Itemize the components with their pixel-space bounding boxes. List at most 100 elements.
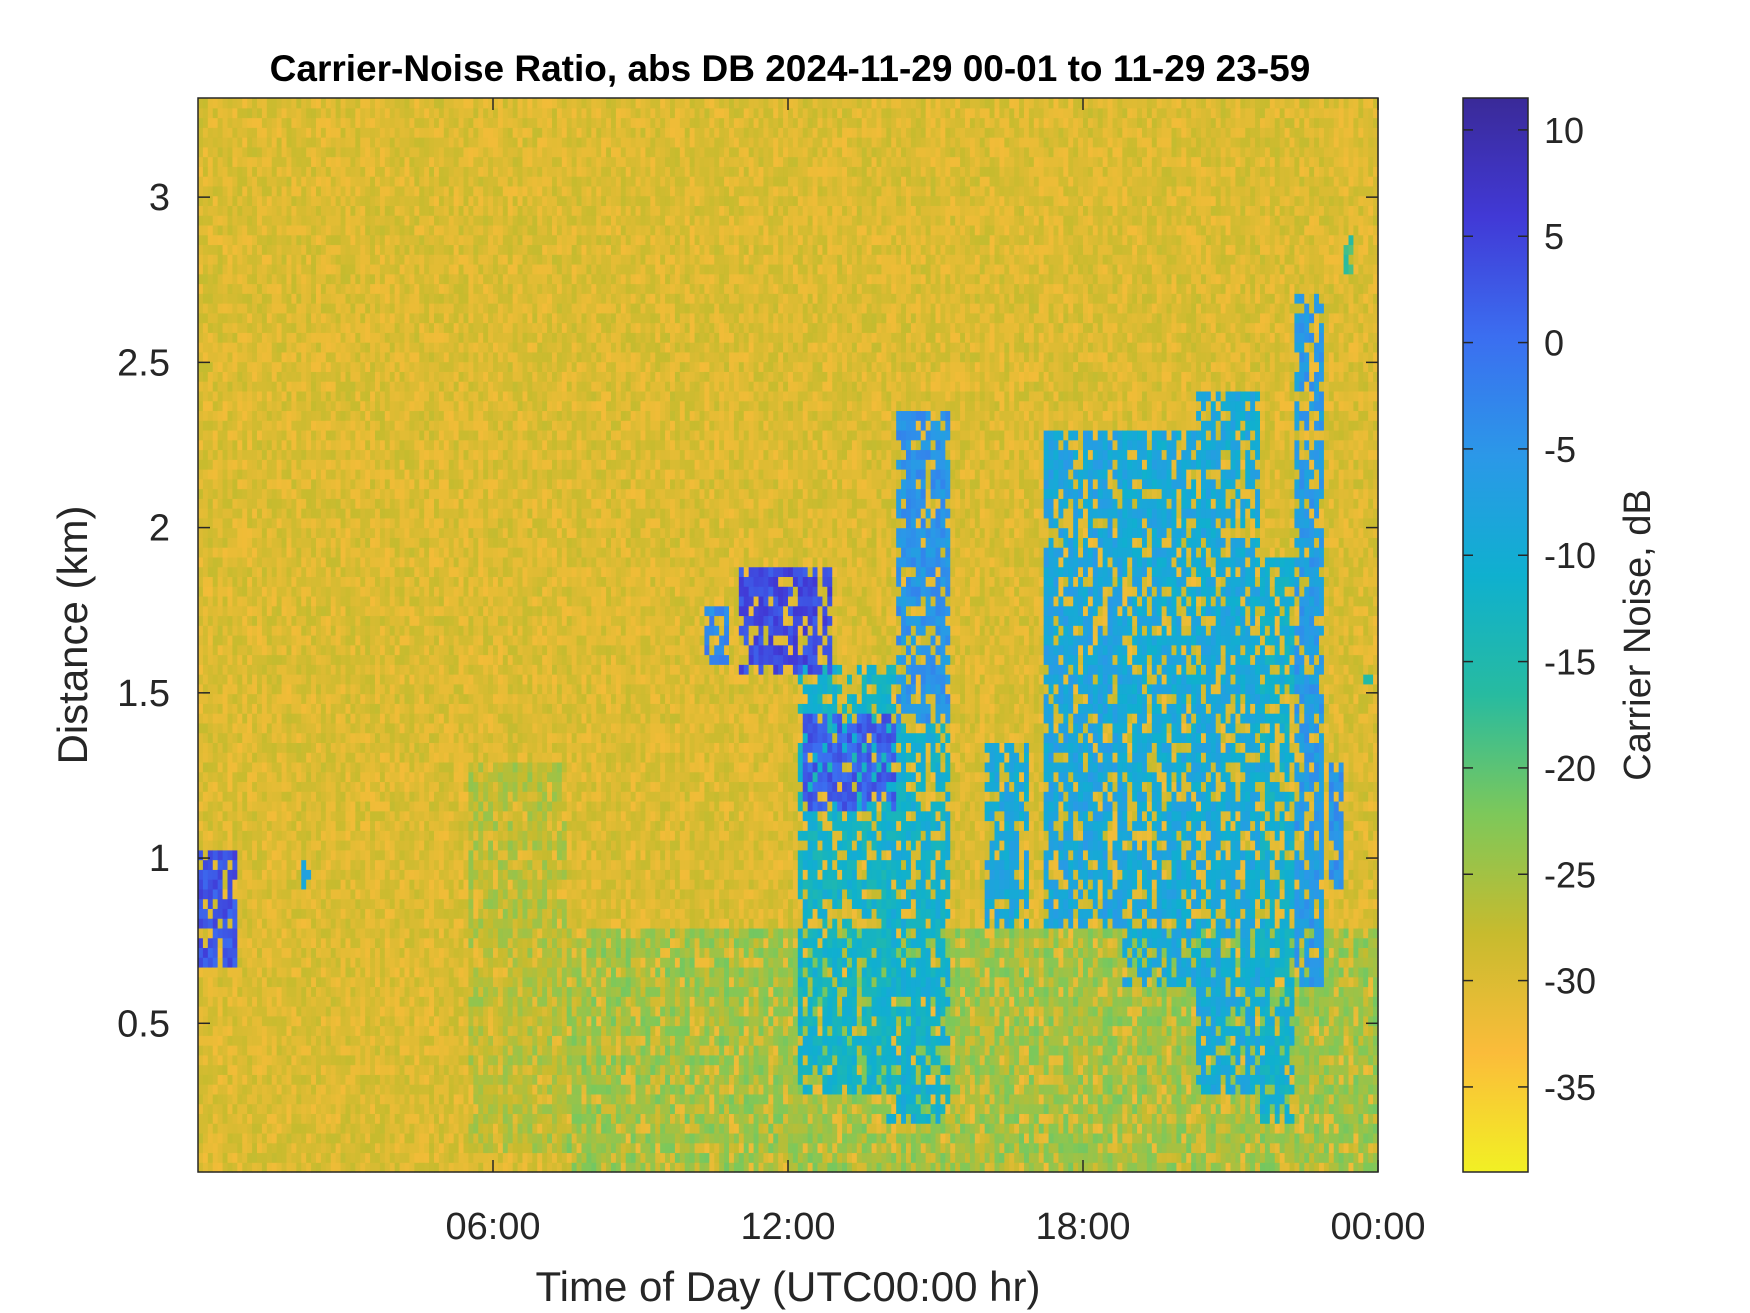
heatmap-cell [291, 528, 297, 538]
heatmap-cell [257, 118, 263, 128]
heatmap-cell [336, 986, 342, 996]
heatmap-cell [272, 176, 278, 186]
heatmap-cell [360, 684, 366, 694]
heatmap-cell [223, 821, 229, 831]
heatmap-cell [405, 1104, 411, 1114]
heatmap-cell [346, 176, 352, 186]
heatmap-cell [336, 1094, 342, 1104]
heatmap-cell [326, 1162, 332, 1172]
heatmap-cell [341, 567, 347, 577]
heatmap-cell [336, 830, 342, 840]
heatmap-cell [291, 391, 297, 401]
heatmap-cell [409, 830, 415, 840]
heatmap-cell [301, 850, 307, 860]
heatmap-cell [350, 235, 356, 245]
heatmap-cell [375, 703, 381, 713]
heatmap-cell [321, 254, 327, 264]
heatmap-cell [306, 586, 312, 596]
heatmap-cell [400, 908, 406, 918]
heatmap-cell [316, 713, 322, 723]
heatmap-cell [336, 703, 342, 713]
heatmap-cell [282, 772, 288, 782]
heatmap-cell [198, 889, 204, 899]
heatmap-cell [306, 352, 312, 362]
heatmap-cell [365, 1143, 371, 1153]
heatmap-cell [198, 1113, 204, 1123]
heatmap-cell [385, 293, 391, 303]
heatmap-cell [301, 1065, 307, 1075]
heatmap-cell [277, 586, 283, 596]
heatmap-cell [282, 508, 288, 518]
heatmap-cell [395, 928, 401, 938]
heatmap-cell [375, 586, 381, 596]
heatmap-cell [370, 313, 376, 323]
heatmap-cell [346, 157, 352, 167]
heatmap-cell [287, 947, 293, 957]
heatmap-cell [208, 889, 214, 899]
heatmap-cell [321, 938, 327, 948]
heatmap-cell [380, 362, 386, 372]
heatmap-cell [380, 469, 386, 479]
heatmap-cell [301, 1055, 307, 1065]
heatmap-cell [272, 410, 278, 420]
heatmap-cell [380, 957, 386, 967]
heatmap-cell [282, 362, 288, 372]
heatmap-cell [326, 391, 332, 401]
heatmap-cell [326, 166, 332, 176]
heatmap-cell [360, 518, 366, 528]
heatmap-cell [306, 274, 312, 284]
heatmap-cell [405, 1152, 411, 1162]
heatmap-cell [385, 137, 391, 147]
heatmap-cell [370, 371, 376, 381]
heatmap-cell [331, 762, 337, 772]
heatmap-cell [242, 205, 248, 215]
heatmap-cell [213, 918, 219, 928]
heatmap-cell [380, 1035, 386, 1045]
heatmap-cell [414, 449, 420, 459]
heatmap-cell [316, 176, 322, 186]
heatmap-cell [296, 1162, 302, 1172]
heatmap-cell [277, 518, 283, 528]
heatmap-cell [360, 567, 366, 577]
heatmap-cell [414, 362, 420, 372]
heatmap-cell [296, 928, 302, 938]
heatmap-cell [360, 508, 366, 518]
heatmap-cell [400, 137, 406, 147]
heatmap-cell [282, 977, 288, 987]
heatmap-cell [242, 1074, 248, 1084]
heatmap-cell [414, 899, 420, 909]
heatmap-cell [365, 293, 371, 303]
heatmap-cell [198, 147, 204, 157]
heatmap-cell [223, 1123, 229, 1133]
heatmap-cell [316, 860, 322, 870]
heatmap-cell [257, 811, 263, 821]
heatmap-cell [419, 977, 425, 987]
heatmap-cell [341, 235, 347, 245]
heatmap-cell [242, 410, 248, 420]
heatmap-cell [414, 723, 420, 733]
heatmap-cell [223, 713, 229, 723]
heatmap-cell [252, 157, 258, 167]
heatmap-cell [350, 625, 356, 635]
heatmap-cell [390, 1133, 396, 1143]
heatmap-cell [198, 157, 204, 167]
heatmap-cell [247, 869, 253, 879]
heatmap-cell [350, 1113, 356, 1123]
heatmap-cell [370, 625, 376, 635]
heatmap-cell [400, 674, 406, 684]
heatmap-cell [213, 225, 219, 235]
heatmap-cell [311, 723, 317, 733]
heatmap-cell [360, 391, 366, 401]
heatmap-cell [296, 821, 302, 831]
heatmap-cell [316, 947, 322, 957]
heatmap-cell [405, 254, 411, 264]
heatmap-cell [365, 430, 371, 440]
heatmap-cell [414, 430, 420, 440]
heatmap-cell [272, 313, 278, 323]
heatmap-cell [306, 889, 312, 899]
heatmap-cell [296, 860, 302, 870]
heatmap-cell [380, 332, 386, 342]
heatmap-cell [331, 664, 337, 674]
heatmap-cell [242, 1006, 248, 1016]
heatmap-cell [232, 528, 238, 538]
